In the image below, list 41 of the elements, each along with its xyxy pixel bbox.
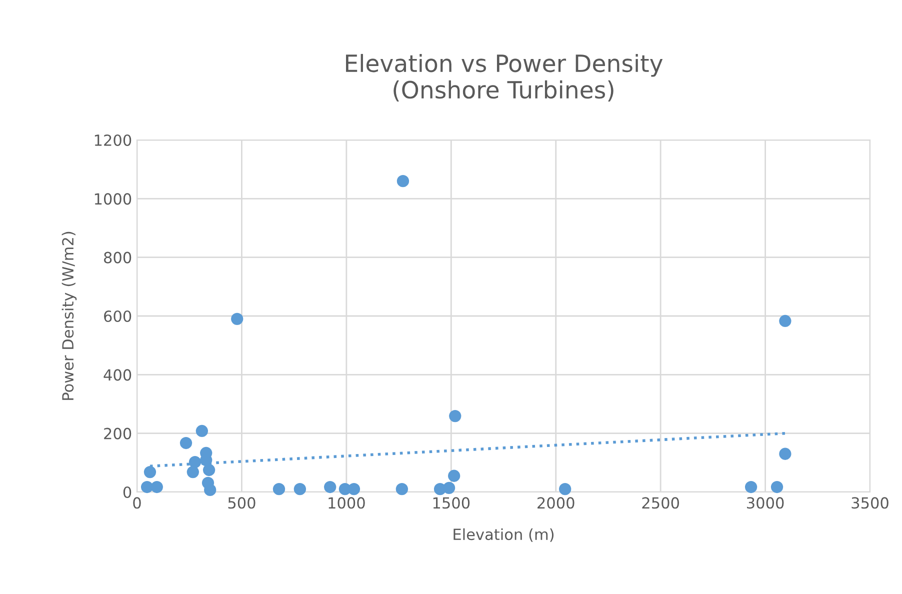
point <box>324 480 336 494</box>
point <box>442 482 456 494</box>
point <box>449 410 462 422</box>
point <box>188 456 202 468</box>
x-tick-label: 3000 <box>747 497 784 509</box>
chart-title: Elevation vs Power Density (Onshore Turbines) <box>346 54 663 102</box>
point <box>202 464 216 476</box>
x-tick-label: 0 <box>133 497 141 509</box>
y-tick-label: 1000 <box>94 193 132 205</box>
point <box>272 482 286 496</box>
y-tick-label: 400 <box>104 369 132 381</box>
point <box>396 482 408 496</box>
x-tick-label: 2000 <box>538 497 574 509</box>
point <box>144 466 156 478</box>
x-tick-label: 2500 <box>642 497 679 509</box>
point <box>180 436 192 450</box>
x-axis-title: Elevation (m) <box>454 528 554 542</box>
y-tick-label: 0 <box>123 486 132 498</box>
y-tick-label: 200 <box>104 428 132 440</box>
point <box>294 482 306 496</box>
point <box>231 312 244 326</box>
x-tick-label: 3500 <box>852 497 888 509</box>
point <box>396 174 410 188</box>
point <box>779 314 792 328</box>
x-tick-label: 1000 <box>328 497 365 509</box>
point <box>204 484 216 496</box>
y-tick-label: 1200 <box>94 134 132 146</box>
point <box>140 480 154 494</box>
point <box>770 480 784 494</box>
point <box>559 482 572 496</box>
x-tick-label: 1500 <box>433 497 470 509</box>
point <box>196 424 208 438</box>
point <box>186 466 199 478</box>
point <box>744 480 758 494</box>
y-tick-label: 800 <box>104 252 132 264</box>
point <box>779 448 792 460</box>
point <box>150 480 163 494</box>
y-tick-label: 600 <box>104 310 132 322</box>
point <box>448 470 460 482</box>
x-tick-label: 500 <box>228 497 256 509</box>
y-axis-title: Power Density (W/m2) <box>62 232 77 400</box>
